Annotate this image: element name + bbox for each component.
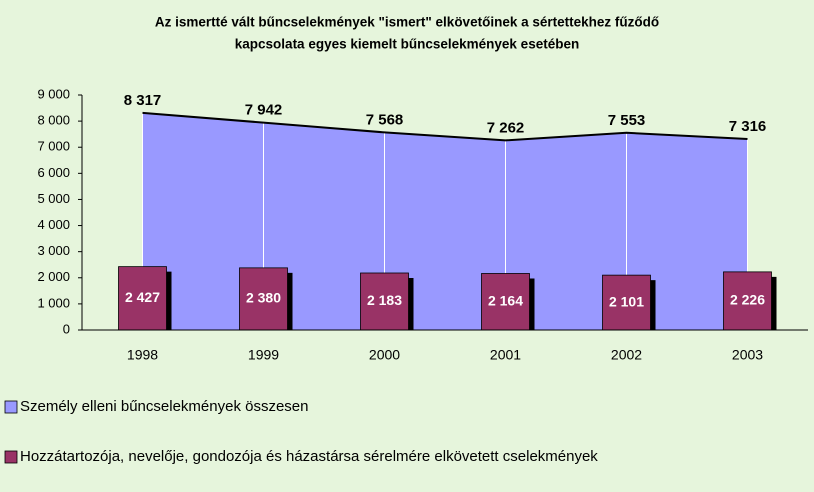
y-tick-label: 7 000: [37, 139, 70, 154]
bar: [360, 272, 409, 331]
bar: [118, 266, 167, 331]
y-tick-label: 9 000: [37, 86, 70, 101]
bar: [239, 267, 288, 331]
y-tick-label: 3 000: [37, 243, 70, 258]
x-tick-label: 2003: [732, 347, 763, 363]
data-label: 7 316: [729, 118, 767, 135]
data-label: 2 380: [246, 290, 281, 306]
bar: [481, 273, 530, 331]
area: [142, 112, 748, 330]
x-tick-label: 1999: [248, 347, 279, 363]
data-label: 2 183: [367, 292, 402, 308]
data-label: 7 568: [366, 111, 404, 128]
data-label: 7 262: [487, 119, 525, 136]
area-line: [142, 111, 748, 142]
bar: [723, 271, 772, 331]
y-tick-label: 4 000: [37, 217, 70, 232]
legend-label: Személy elleni bűncselekmények összesen: [20, 398, 308, 415]
x-tick-label: 2001: [490, 347, 521, 363]
data-label: 8 317: [124, 92, 162, 109]
y-tick-label: 6 000: [37, 165, 70, 180]
x-tick-label: 2000: [369, 347, 400, 363]
y-tick-label: 5 000: [37, 191, 70, 206]
chart-title: Az ismertté vált bűncselekmények "ismert…: [155, 15, 659, 30]
data-label: 7 942: [245, 102, 283, 119]
legend-swatch: [4, 450, 18, 464]
y-tick-label: 0: [63, 321, 70, 336]
y-tick-label: 1 000: [37, 295, 70, 310]
bar: [602, 274, 651, 331]
legend-label: Hozzátartozója, nevelője, gondozója és h…: [20, 448, 598, 465]
data-label: 2 226: [730, 292, 765, 308]
x-tick-label: 1998: [127, 347, 158, 363]
chart-title: kapcsolata egyes kiemelt bűncselekmények…: [235, 37, 579, 52]
data-label: 2 164: [488, 292, 523, 308]
x-tick-label: 2002: [611, 347, 642, 363]
legend-swatch: [4, 400, 18, 414]
data-label: 2 101: [609, 293, 644, 309]
data-label: 7 553: [608, 112, 646, 129]
y-tick-label: 2 000: [37, 269, 70, 284]
y-tick-label: 8 000: [37, 113, 70, 128]
data-label: 2 427: [125, 289, 160, 305]
